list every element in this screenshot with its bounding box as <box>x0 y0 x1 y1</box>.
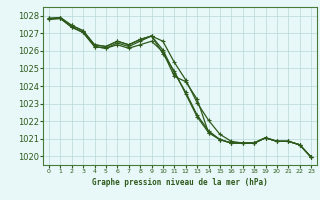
X-axis label: Graphe pression niveau de la mer (hPa): Graphe pression niveau de la mer (hPa) <box>92 178 268 187</box>
